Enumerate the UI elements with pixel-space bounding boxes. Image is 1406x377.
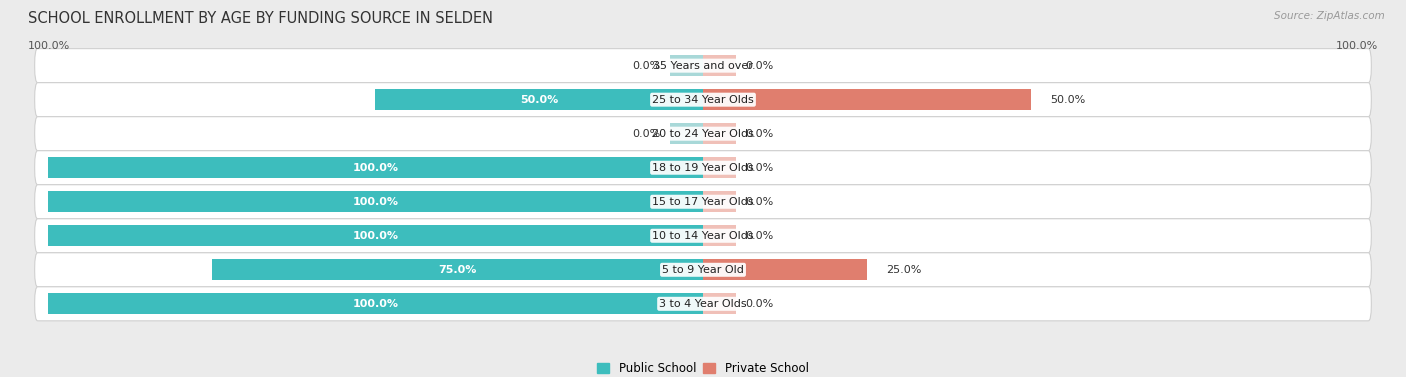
- Text: 25.0%: 25.0%: [886, 265, 922, 275]
- Text: 25 to 34 Year Olds: 25 to 34 Year Olds: [652, 95, 754, 105]
- Text: 0.0%: 0.0%: [745, 231, 773, 241]
- Bar: [703, 55, 735, 76]
- Text: 0.0%: 0.0%: [745, 129, 773, 139]
- Text: 0.0%: 0.0%: [745, 61, 773, 70]
- Bar: [671, 55, 703, 76]
- Text: 0.0%: 0.0%: [745, 163, 773, 173]
- FancyBboxPatch shape: [35, 253, 1371, 287]
- Bar: [48, 293, 703, 314]
- Text: 100.0%: 100.0%: [353, 163, 398, 173]
- Bar: [375, 89, 703, 110]
- Bar: [703, 225, 735, 246]
- Bar: [48, 191, 703, 212]
- Text: 50.0%: 50.0%: [1050, 95, 1085, 105]
- Text: 0.0%: 0.0%: [633, 129, 661, 139]
- Text: 18 to 19 Year Olds: 18 to 19 Year Olds: [652, 163, 754, 173]
- FancyBboxPatch shape: [35, 287, 1371, 321]
- FancyBboxPatch shape: [35, 49, 1371, 83]
- Text: 100.0%: 100.0%: [28, 41, 70, 51]
- FancyBboxPatch shape: [35, 219, 1371, 253]
- Text: 100.0%: 100.0%: [353, 231, 398, 241]
- Bar: [211, 259, 703, 280]
- Bar: [671, 123, 703, 144]
- Bar: [703, 259, 868, 280]
- FancyBboxPatch shape: [35, 185, 1371, 219]
- FancyBboxPatch shape: [35, 151, 1371, 185]
- FancyBboxPatch shape: [35, 83, 1371, 117]
- Text: 50.0%: 50.0%: [520, 95, 558, 105]
- Text: 5 to 9 Year Old: 5 to 9 Year Old: [662, 265, 744, 275]
- Text: 0.0%: 0.0%: [745, 299, 773, 309]
- Bar: [48, 225, 703, 246]
- Text: 3 to 4 Year Olds: 3 to 4 Year Olds: [659, 299, 747, 309]
- Bar: [703, 89, 1031, 110]
- Text: 15 to 17 Year Olds: 15 to 17 Year Olds: [652, 197, 754, 207]
- Text: Source: ZipAtlas.com: Source: ZipAtlas.com: [1274, 11, 1385, 21]
- Text: 75.0%: 75.0%: [439, 265, 477, 275]
- Text: 0.0%: 0.0%: [745, 197, 773, 207]
- Bar: [703, 157, 735, 178]
- Bar: [48, 157, 703, 178]
- Text: 100.0%: 100.0%: [1336, 41, 1378, 51]
- Text: 100.0%: 100.0%: [353, 299, 398, 309]
- Bar: [703, 123, 735, 144]
- Bar: [703, 191, 735, 212]
- Text: SCHOOL ENROLLMENT BY AGE BY FUNDING SOURCE IN SELDEN: SCHOOL ENROLLMENT BY AGE BY FUNDING SOUR…: [28, 11, 494, 26]
- Text: 10 to 14 Year Olds: 10 to 14 Year Olds: [652, 231, 754, 241]
- Text: 20 to 24 Year Olds: 20 to 24 Year Olds: [652, 129, 754, 139]
- Text: 35 Years and over: 35 Years and over: [652, 61, 754, 70]
- Text: 0.0%: 0.0%: [633, 61, 661, 70]
- Text: 100.0%: 100.0%: [353, 197, 398, 207]
- FancyBboxPatch shape: [35, 117, 1371, 151]
- Bar: [703, 293, 735, 314]
- Legend: Public School, Private School: Public School, Private School: [593, 357, 813, 377]
